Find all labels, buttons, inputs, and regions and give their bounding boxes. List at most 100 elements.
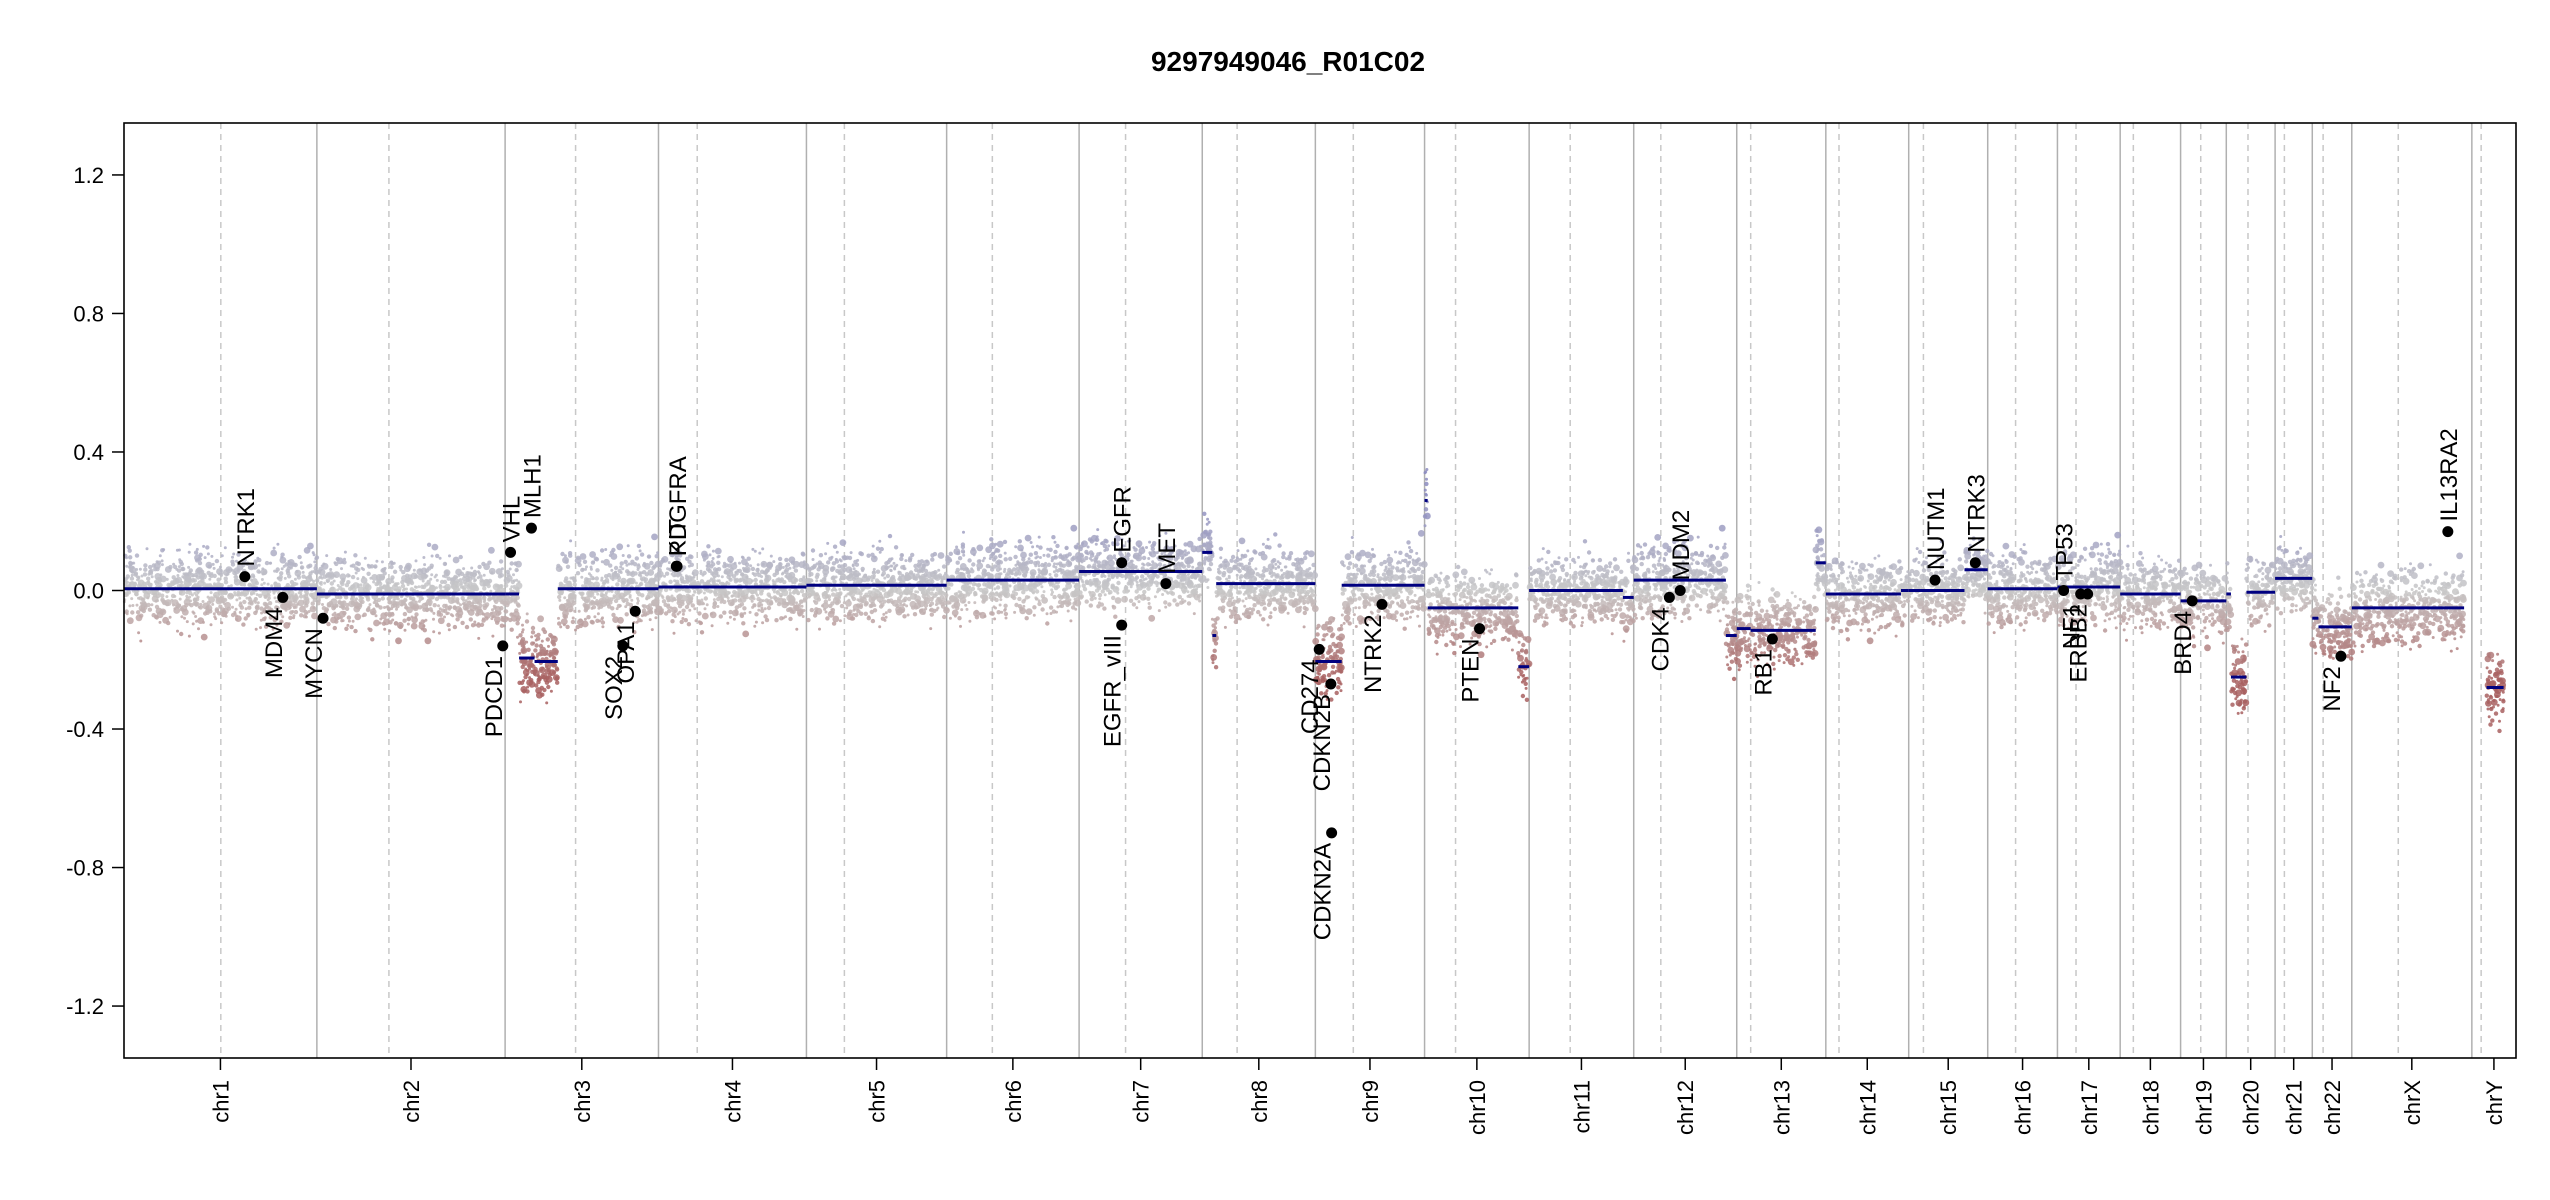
probe-point: [610, 568, 614, 572]
probe-point: [437, 617, 445, 625]
probe-point: [406, 583, 410, 587]
probe-point: [815, 562, 819, 566]
probe-point: [1035, 597, 1039, 601]
probe-point: [487, 578, 493, 584]
probe-point: [1150, 575, 1155, 580]
probe-point: [714, 547, 722, 555]
probe-point: [610, 553, 618, 560]
probe-point: [1148, 614, 1156, 622]
probe-point: [1192, 612, 1196, 616]
probe-point: [420, 627, 424, 631]
probe-point: [292, 614, 296, 618]
probe-point: [1142, 563, 1146, 567]
probe-point: [491, 634, 495, 638]
probe-point: [293, 609, 299, 615]
probe-point: [599, 548, 605, 553]
probe-point: [197, 560, 203, 566]
probe-point: [1014, 545, 1018, 549]
probe-point: [128, 561, 133, 567]
probe-point: [839, 575, 845, 581]
probe-point: [1031, 545, 1035, 549]
probe-point: [214, 607, 220, 612]
probe-point: [859, 595, 863, 599]
probe-point: [559, 625, 563, 629]
probe-point: [347, 619, 351, 623]
probe-point: [983, 594, 988, 599]
probe-point: [130, 610, 135, 615]
probe-point: [906, 613, 910, 617]
probe-point: [982, 582, 987, 587]
probe-point: [537, 615, 544, 623]
probe-point: [475, 606, 482, 614]
probe-point: [590, 575, 595, 581]
probe-point: [533, 648, 538, 653]
probe-point: [160, 563, 164, 567]
probe-point: [321, 562, 329, 570]
probe-point: [676, 612, 680, 616]
probe-point: [450, 584, 456, 590]
probe-point: [147, 607, 153, 612]
probe-point: [1037, 564, 1041, 568]
probe-point: [130, 573, 134, 577]
probe-point: [344, 606, 350, 611]
probe-point: [1108, 590, 1113, 595]
probe-point: [1246, 614, 1252, 619]
probe-point: [889, 568, 893, 572]
probe-point: [760, 608, 765, 613]
probe-point: [289, 610, 294, 615]
probe-point: [455, 568, 462, 576]
probe-point: [558, 604, 566, 612]
probe-point: [1056, 569, 1060, 573]
probe-point: [165, 577, 169, 581]
probe-point: [1135, 606, 1139, 610]
probe-point: [462, 567, 466, 571]
probe-point: [307, 610, 311, 613]
probe-point: [885, 573, 891, 579]
probe-point: [395, 607, 398, 611]
probe-point: [468, 617, 473, 622]
probe-point: [255, 606, 260, 611]
probe-point: [722, 582, 725, 586]
probe-point: [914, 590, 918, 594]
probe-point: [1213, 665, 1219, 670]
probe-point: [263, 594, 268, 599]
probe-point: [876, 589, 880, 593]
probe-point: [562, 556, 569, 564]
probe-point: [494, 616, 501, 623]
probe-point: [1183, 542, 1188, 547]
probe-point: [761, 621, 765, 625]
probe-point: [871, 544, 875, 548]
probe-point: [756, 567, 760, 571]
probe-point: [325, 578, 331, 583]
probe-point: [198, 552, 203, 557]
probe-point: [1199, 575, 1207, 582]
probe-point: [193, 601, 199, 606]
probe-point: [270, 549, 278, 557]
probe-point: [325, 554, 329, 558]
probe-point: [1192, 594, 1196, 598]
probe-point: [990, 592, 995, 597]
probe-point: [455, 575, 459, 579]
probe-point: [292, 606, 296, 610]
probe-point: [509, 627, 514, 632]
probe-point: [505, 575, 513, 582]
probe-point: [262, 607, 266, 611]
probe-point: [667, 608, 672, 614]
probe-point: [687, 564, 691, 568]
probe-point: [1003, 567, 1007, 571]
probe-point: [580, 575, 584, 579]
probe-point: [302, 594, 306, 598]
probe-point: [970, 548, 977, 556]
probe-point: [850, 616, 856, 621]
probe-point: [1297, 592, 1302, 597]
probe-point: [795, 627, 799, 631]
probe-point: [1029, 559, 1034, 565]
probe-point: [447, 628, 451, 632]
probe-point: [619, 561, 624, 566]
probe-point: [176, 629, 179, 633]
probe-point: [417, 585, 421, 589]
probe-point: [710, 560, 714, 563]
probe-point: [814, 592, 818, 596]
probe-point: [220, 610, 228, 618]
probe-point: [470, 582, 478, 590]
